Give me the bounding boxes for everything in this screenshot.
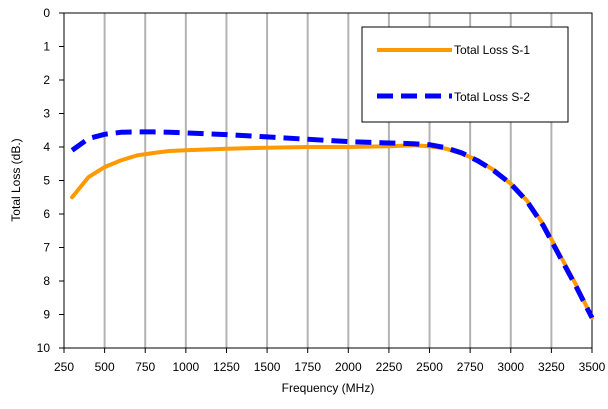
x-tick-label: 3000: [497, 360, 524, 374]
y-tick-label: 7: [43, 241, 50, 255]
x-tick-label: 250: [54, 360, 74, 374]
y-tick-label: 5: [43, 174, 50, 188]
x-tick-label: 1500: [254, 360, 281, 374]
x-tick-label: 1750: [294, 360, 321, 374]
x-tick-label: 2000: [335, 360, 362, 374]
series-line-2: [70, 129, 595, 319]
y-tick-label: 8: [43, 274, 50, 288]
legend-label-series-1: Total Loss S-1: [454, 43, 530, 57]
y-tick-label: 9: [43, 308, 50, 322]
x-tick-label: 3500: [579, 360, 606, 374]
x-tick-label: 750: [135, 360, 155, 374]
series-line-1: [70, 143, 594, 320]
y-axis-ticks: 0 1 2 3 4 5 6 7 8 9 10: [37, 6, 64, 355]
y-tick-label: 6: [43, 207, 50, 221]
x-tick-label: 500: [95, 360, 115, 374]
y-tick-label: 1: [43, 40, 50, 54]
x-axis-ticks: 250 500 750 1000 1250 1500 1750 2000 2250 2500 275…: [54, 348, 606, 374]
y-tick-label: 10: [37, 341, 51, 355]
x-tick-label: 1000: [172, 360, 199, 374]
x-tick-label: 3250: [538, 360, 565, 374]
legend-label-series-2: Total Loss S-2: [454, 90, 530, 104]
y-tick-label: 3: [43, 107, 50, 121]
y-axis-title: Total Loss (dB.): [9, 138, 23, 221]
y-tick-label: 2: [43, 73, 50, 87]
legend-box: [361, 26, 569, 123]
legend: Total Loss S-1 Total Loss S-2: [361, 26, 569, 123]
x-axis-title: Frequency (MHz): [282, 381, 375, 395]
x-tick-label: 2250: [376, 360, 403, 374]
x-tick-label: 2750: [457, 360, 484, 374]
x-tick-label: 2500: [416, 360, 443, 374]
series-layer: [70, 129, 595, 320]
x-tick-label: 1250: [213, 360, 240, 374]
y-tick-label: 0: [43, 6, 50, 20]
y-tick-label: 4: [43, 140, 50, 154]
